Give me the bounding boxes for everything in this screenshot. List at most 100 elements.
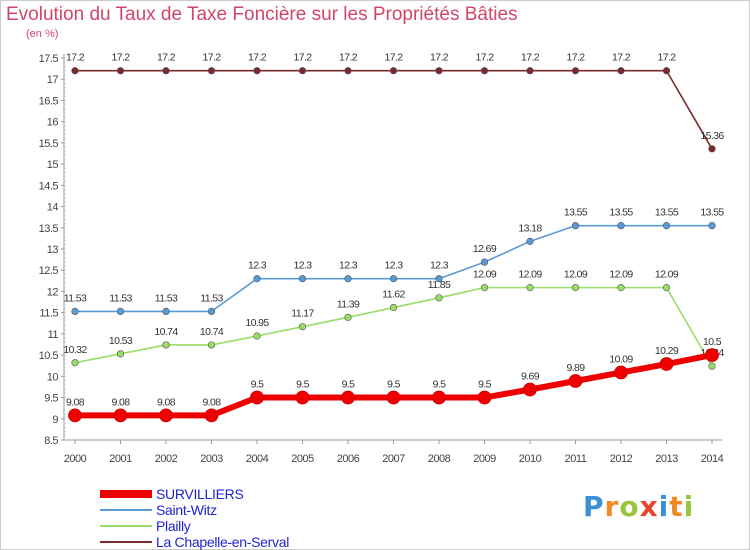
- data-point: [571, 67, 580, 75]
- data-label: 13.55: [700, 207, 724, 219]
- data-label: 17.2: [111, 52, 130, 64]
- data-label: 9.69: [521, 370, 540, 382]
- data-point: [295, 390, 310, 405]
- data-label: 17.2: [521, 52, 540, 64]
- data-point: [162, 307, 170, 315]
- data-label: 12.3: [293, 260, 312, 272]
- data-point: [526, 67, 534, 75]
- data-label: 9.5: [342, 379, 356, 391]
- data-point: [480, 284, 489, 292]
- data-label: 9.5: [296, 379, 310, 391]
- logo-letter: i: [658, 490, 670, 523]
- data-point: [207, 341, 216, 349]
- data-point: [344, 67, 352, 75]
- y-tick-label: 9.5: [44, 393, 58, 405]
- data-label: 9.08: [202, 396, 221, 408]
- data-label: 9.5: [478, 379, 492, 391]
- data-label: 10.74: [154, 326, 178, 338]
- x-tick-label: 2014: [701, 453, 724, 465]
- series-la-chapelle-en-serval: 17.2 17.2 17.2 17.2 17.2 17.2 17.2 17.2 17.2 17.2…: [66, 52, 725, 153]
- data-label: 9.5: [251, 379, 265, 391]
- legend-label: SURVILLIERS: [156, 486, 244, 502]
- data-label: 11.62: [382, 289, 405, 301]
- data-label: 10.5: [703, 336, 722, 348]
- logo-letter: P: [583, 490, 605, 523]
- data-point: [708, 362, 716, 370]
- data-label: 13.55: [609, 207, 633, 219]
- data-point: [526, 284, 534, 292]
- data-point: [477, 390, 492, 405]
- data-label: 10.95: [245, 317, 269, 329]
- data-label: 17.2: [475, 52, 494, 64]
- series-saint-witz: 11.53 11.53 11.53 11.53 12.3 12.3 12.3 12.3 12.3…: [64, 207, 725, 315]
- logo-letter: x: [639, 490, 659, 523]
- data-label: 13.55: [564, 207, 588, 219]
- data-point: [253, 67, 261, 75]
- y-tick-label: 11: [48, 329, 59, 341]
- data-point: [298, 323, 307, 331]
- data-label: 11.53: [155, 292, 178, 304]
- data-point: [71, 67, 79, 75]
- data-point: [341, 390, 355, 405]
- data-point: [435, 67, 443, 75]
- data-point: [614, 365, 628, 380]
- data-point: [389, 67, 398, 75]
- data-label: 12.09: [655, 269, 679, 281]
- data-label: 12.69: [473, 243, 497, 255]
- legend-swatch: [100, 541, 152, 543]
- data-point: [250, 390, 264, 405]
- series-plailly: 10.32 10.53 10.74 10.74 10.95 11.17 11.39 11.62…: [63, 269, 725, 370]
- y-tick-label: 17: [47, 74, 59, 86]
- data-point: [71, 359, 79, 367]
- data-label: 17.2: [384, 52, 403, 64]
- data-point: [435, 275, 443, 283]
- data-label: 10.29: [655, 345, 679, 357]
- data-point: [480, 258, 489, 266]
- data-point: [116, 350, 125, 358]
- y-tick-label: 16: [47, 117, 59, 129]
- x-tick-label: 2008: [428, 453, 451, 465]
- data-label: 17.2: [248, 52, 267, 64]
- data-label: 11.53: [200, 292, 223, 304]
- data-point: [568, 374, 583, 388]
- data-point: [344, 313, 352, 321]
- data-label: 17.2: [202, 52, 221, 64]
- y-tick-label: 15.5: [39, 138, 59, 150]
- data-point: [386, 390, 401, 405]
- legend-swatch: [100, 509, 152, 511]
- data-label: 10.09: [609, 354, 633, 366]
- data-point: [659, 357, 674, 371]
- data-label: 17.2: [430, 52, 449, 64]
- y-tick-label: 14.5: [39, 180, 59, 192]
- data-point: [207, 67, 216, 75]
- data-point: [162, 341, 170, 349]
- chart-title: Evolution du Taux de Taxe Foncière sur l…: [6, 4, 518, 25]
- data-label: 11.85: [428, 279, 451, 291]
- x-tick-label: 2005: [291, 453, 314, 465]
- x-tick-label: 2001: [109, 453, 132, 465]
- y-tick-label: 12: [47, 286, 59, 298]
- data-point: [298, 67, 307, 75]
- x-tick-label: 2004: [246, 453, 269, 465]
- data-point: [389, 303, 398, 312]
- y-tick-label: 13: [47, 244, 59, 256]
- data-label: 12.3: [339, 260, 358, 272]
- data-label: 12.09: [564, 269, 588, 281]
- data-label: 12.3: [248, 260, 267, 272]
- x-tick-label: 2000: [64, 453, 87, 465]
- y-tick-label: 12.5: [39, 265, 59, 277]
- x-tick-label: 2003: [200, 453, 223, 465]
- y-tick-label: 15: [47, 159, 59, 171]
- data-label: 9.08: [157, 396, 176, 408]
- data-label: 10.53: [109, 335, 133, 347]
- x-tick-label: 2012: [610, 453, 633, 465]
- data-label: 12.3: [384, 260, 403, 272]
- y-axis-label: (en %): [26, 28, 59, 40]
- data-label: 11.53: [64, 292, 87, 304]
- data-point: [708, 145, 716, 153]
- data-point: [432, 390, 446, 405]
- logo-letter: i: [683, 490, 695, 523]
- data-label: 17.2: [293, 52, 312, 64]
- series-survilliers: 9.08 9.08 9.08 9.08 9.5 9.5 9.5 9.5 9.5 9.5 9.69 9.…: [66, 336, 722, 423]
